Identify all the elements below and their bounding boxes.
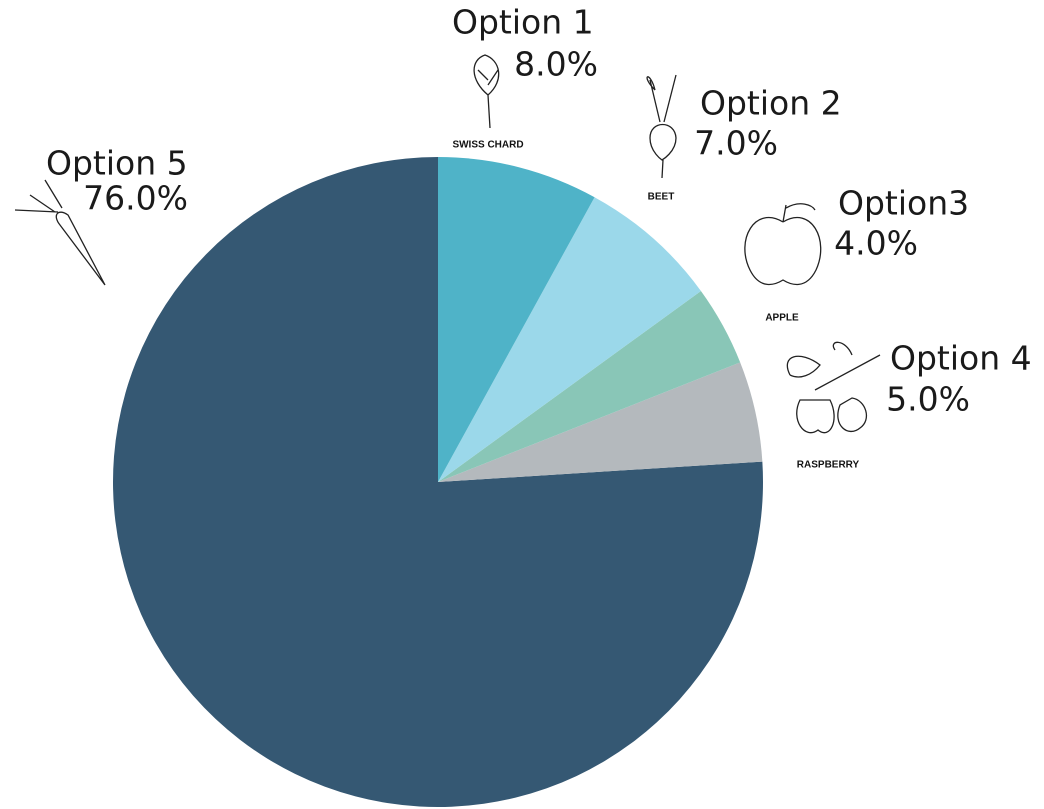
raspberry-icon: [786, 341, 881, 434]
value-label: 7.0%: [694, 124, 778, 163]
icon-caption: APPLE: [765, 313, 799, 324]
pie-slice: [438, 362, 763, 482]
value-label: 8.0%: [514, 45, 598, 84]
icon-caption: RASPBERRY: [797, 460, 860, 471]
slice-label: Option 5: [46, 144, 188, 183]
carrot-icon: [14, 179, 106, 286]
value-label: 5.0%: [886, 380, 970, 419]
icons: [14, 54, 881, 434]
pie-slice: [113, 157, 764, 807]
icon-caption: BEET: [648, 192, 675, 203]
pie-slice: [438, 157, 595, 482]
pie-slice: [438, 290, 741, 482]
beet-icon: [646, 74, 677, 179]
value-label: 76.0%: [83, 179, 188, 218]
slice-label: Option 2: [700, 84, 842, 123]
icon-caption: SWISS CHARD: [452, 140, 523, 151]
apple-icon: [744, 203, 822, 286]
slice-label: Option 1: [452, 3, 594, 42]
pie-slice: [438, 197, 701, 483]
slice-label: Option 4: [890, 339, 1032, 378]
slice-label: Option3: [838, 184, 969, 223]
chard-icon: [473, 54, 500, 129]
value-label: 4.0%: [834, 224, 918, 263]
